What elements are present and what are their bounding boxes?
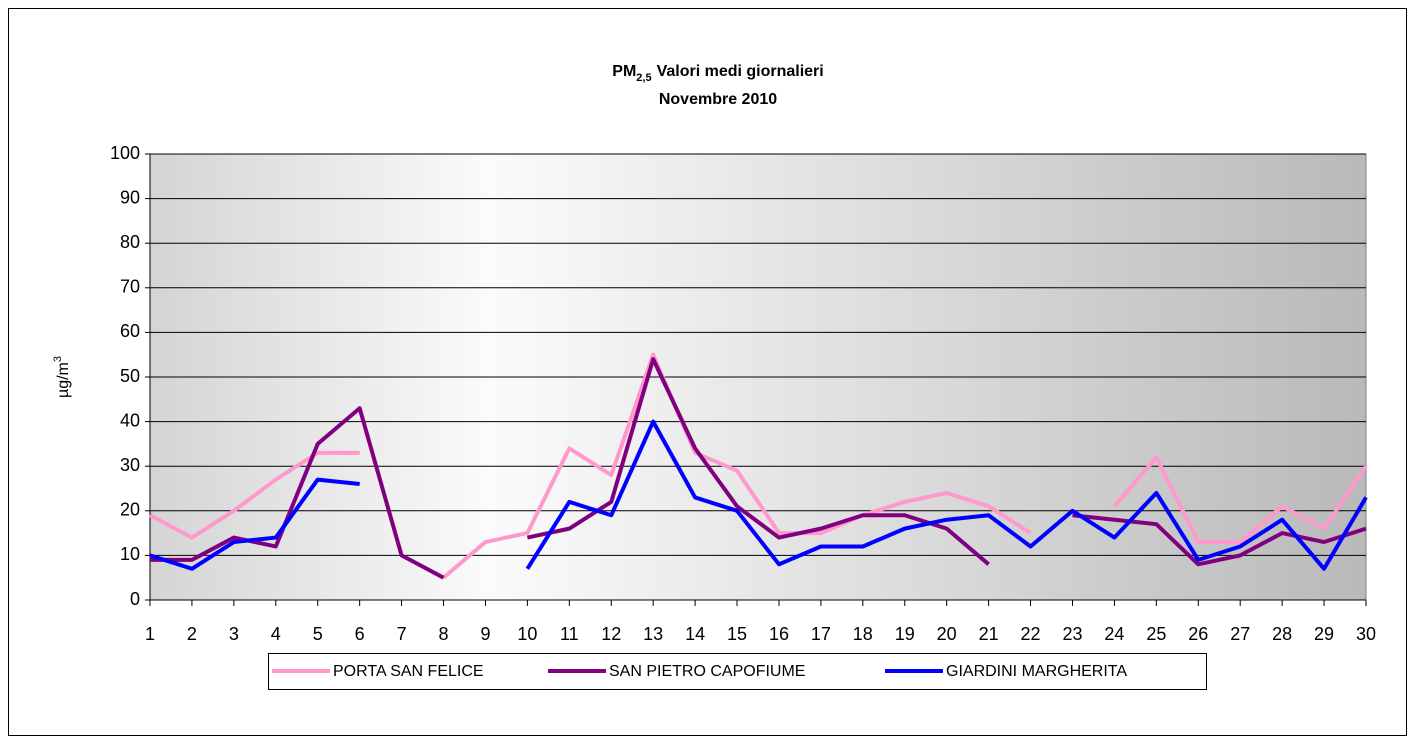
title-text: Valori medi giornalieri — [657, 63, 824, 80]
legend — [268, 653, 1207, 690]
x-tick-label: 10 — [517, 624, 537, 644]
x-tick-label: 15 — [727, 624, 747, 644]
x-tick-label: 7 — [397, 624, 407, 644]
x-tick-label: 4 — [271, 624, 281, 644]
y-tick-label: 90 — [120, 187, 140, 207]
x-tick-label: 5 — [313, 624, 323, 644]
y-axis-label: µg/m3 — [52, 356, 72, 398]
x-tick-label: 27 — [1230, 624, 1250, 644]
legend-label: GIARDINI MARGHERITA — [946, 663, 1127, 680]
x-tick-label: 9 — [480, 624, 490, 644]
x-tick-label: 6 — [355, 624, 365, 644]
x-tick-label: 1 — [145, 624, 155, 644]
y-tick-label: 20 — [120, 500, 140, 520]
y-label-text: µg/m — [55, 362, 72, 398]
legend-label: SAN PIETRO CAPOFIUME — [609, 663, 805, 680]
y-tick-label: 60 — [120, 321, 140, 341]
x-tick-label: 23 — [1062, 624, 1082, 644]
series-line — [149, 419, 1368, 571]
x-tick-label: 8 — [439, 624, 449, 644]
x-tick-label: 25 — [1146, 624, 1166, 644]
y-tick-label: 0 — [130, 589, 140, 609]
x-tick-label: 2 — [187, 624, 197, 644]
y-tick-label: 100 — [110, 143, 140, 163]
x-tick-label: 21 — [979, 624, 999, 644]
y-tick-label: 50 — [120, 366, 140, 386]
series-line — [149, 352, 1368, 580]
x-tick-label: 3 — [229, 624, 239, 644]
x-tick-label: 29 — [1314, 624, 1334, 644]
title-text: PM — [612, 63, 636, 80]
y-tick-label: 10 — [120, 544, 140, 564]
x-tick-label: 22 — [1021, 624, 1041, 644]
x-tick-label: 11 — [560, 624, 579, 644]
chart-subtitle: Novembre 2010 — [659, 91, 777, 108]
x-tick-label: 30 — [1356, 624, 1376, 644]
y-tick-label: 70 — [120, 277, 140, 297]
x-tick-label: 17 — [811, 624, 831, 644]
x-tick-label: 26 — [1188, 624, 1208, 644]
series-line — [150, 357, 1367, 580]
x-tick-label: 16 — [769, 624, 789, 644]
y-tick-label: 30 — [120, 455, 140, 475]
x-tick-label: 19 — [895, 624, 915, 644]
x-tick-label: 12 — [601, 624, 621, 644]
legend-label: PORTA SAN FELICE — [333, 663, 484, 680]
x-tick-label: 13 — [643, 624, 663, 644]
x-tick-label: 20 — [937, 624, 957, 644]
x-tick-label: 24 — [1104, 624, 1124, 644]
x-tick-label: 14 — [685, 624, 705, 644]
title-subscript: 2,5 — [636, 72, 651, 84]
y-tick-label: 40 — [120, 410, 140, 430]
y-label-superscript: 3 — [52, 356, 64, 362]
chart-title: PM2,5 Valori medi giornalieri — [612, 63, 823, 84]
x-tick-label: 28 — [1272, 624, 1292, 644]
y-tick-label: 80 — [120, 232, 140, 252]
x-tick-label: 18 — [853, 624, 873, 644]
